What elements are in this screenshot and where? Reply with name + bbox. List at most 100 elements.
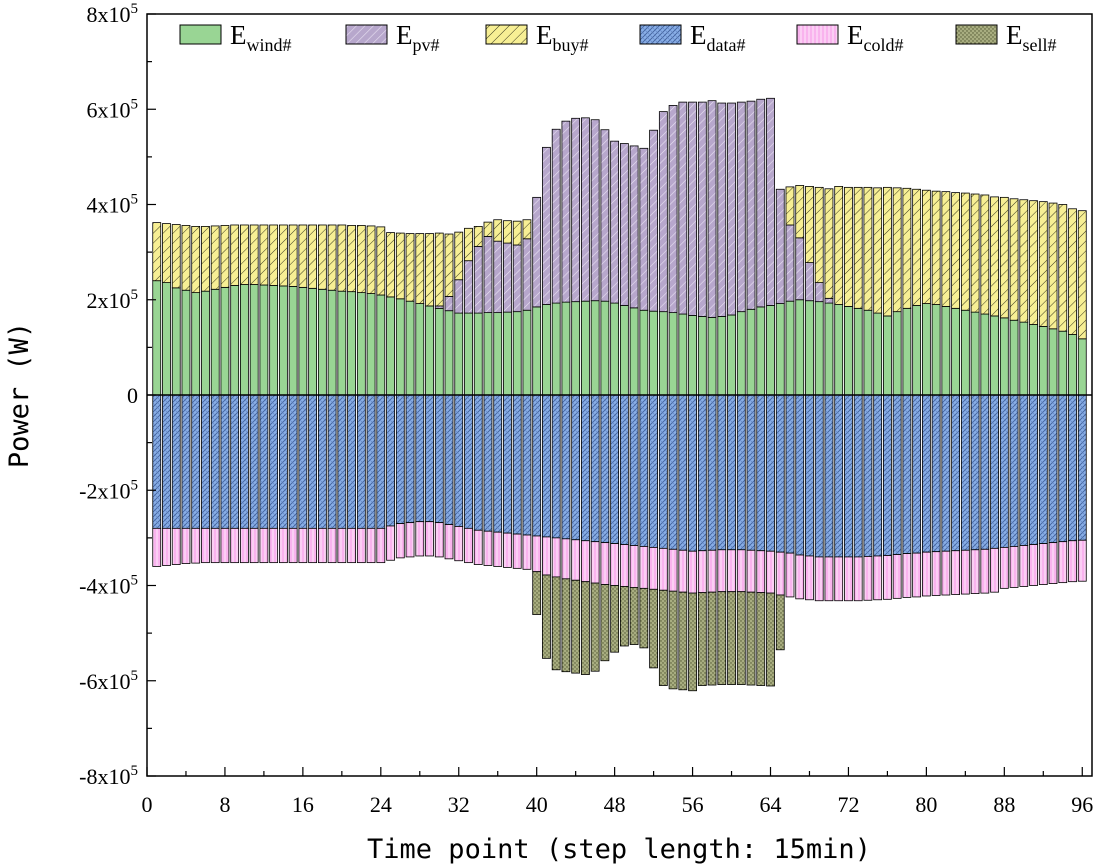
bar-sell — [542, 574, 551, 659]
bar-pv — [756, 98, 766, 308]
bar-data — [512, 394, 522, 535]
bar-data — [542, 394, 551, 538]
bar-cold — [892, 554, 902, 599]
bar-data — [883, 394, 892, 556]
bar-wind — [649, 310, 658, 396]
bar-cold — [386, 525, 395, 561]
bar-pv — [473, 246, 483, 314]
bar-pv — [522, 238, 532, 311]
bar-data — [853, 394, 863, 558]
bar-sell — [639, 587, 649, 649]
bar-buy — [795, 185, 805, 239]
bar-cold — [824, 556, 834, 602]
bar-sell — [571, 579, 581, 674]
bar-buy — [434, 232, 444, 307]
bar-data — [171, 394, 181, 529]
bar-wind — [668, 312, 678, 396]
bar-data — [658, 394, 668, 549]
bar-wind — [1068, 334, 1077, 396]
bar-pv — [766, 97, 775, 306]
bar-cold — [931, 551, 941, 596]
bar-data — [337, 394, 347, 529]
bar-cold — [512, 533, 522, 569]
bar-data — [288, 394, 298, 529]
bar-pv — [697, 101, 707, 317]
bar-sell — [590, 582, 600, 672]
bar-wind — [931, 304, 941, 396]
bar-data — [795, 394, 805, 556]
bar-wind — [162, 282, 171, 396]
bar-buy — [249, 224, 259, 285]
bar-wind — [834, 304, 844, 396]
bar-cold — [697, 550, 707, 594]
bar-data — [1038, 394, 1048, 544]
bar-pv — [668, 105, 678, 314]
bar-wind — [434, 307, 444, 396]
bar-cold — [405, 522, 415, 558]
bar-wind — [688, 315, 697, 396]
bar-cold — [240, 527, 249, 564]
bar-sell — [668, 590, 678, 690]
bar-data — [249, 394, 259, 529]
bar-wind — [1038, 326, 1048, 396]
bar-buy — [1029, 200, 1038, 325]
y-tick-label: 0 — [127, 383, 138, 408]
bar-data — [347, 394, 356, 529]
bar-data — [356, 394, 366, 529]
bar-buy — [376, 226, 386, 296]
bar-wind — [1029, 324, 1038, 396]
bar-pv — [532, 196, 542, 308]
legend-swatch-buy — [485, 24, 528, 45]
bar-cold — [688, 550, 697, 594]
bar-wind — [240, 284, 249, 396]
bar-cold — [503, 532, 512, 568]
bar-cold — [298, 527, 308, 564]
bar-cold — [1019, 545, 1029, 587]
bar-data — [610, 394, 620, 544]
bar-buy — [337, 224, 347, 292]
bar-wind — [532, 306, 542, 396]
bar-buy — [902, 187, 912, 309]
bar-data — [503, 394, 512, 534]
bar-data — [824, 394, 834, 558]
bar-wind — [970, 311, 980, 396]
bar-data — [551, 394, 561, 539]
bar-buy — [1077, 210, 1087, 340]
bar-wind — [386, 296, 395, 396]
bar-data — [210, 394, 220, 529]
bar-cold — [980, 548, 990, 594]
bar-wind — [327, 289, 337, 396]
bar-data — [844, 394, 853, 558]
bar-data — [415, 394, 425, 523]
bar-sell — [678, 591, 688, 691]
bar-wind — [395, 298, 405, 396]
bar-data — [464, 394, 473, 529]
bar-data — [317, 394, 327, 529]
bar-buy — [210, 225, 220, 290]
bar-sell — [707, 591, 717, 686]
bar-cold — [571, 539, 581, 581]
bar-data — [376, 394, 386, 529]
bar-data — [269, 394, 279, 529]
bar-buy — [395, 232, 405, 300]
bar-wind — [356, 292, 366, 396]
bar-wind — [980, 313, 990, 396]
bar-data — [960, 394, 970, 551]
bar-buy — [960, 192, 970, 311]
bar-buy — [512, 220, 522, 246]
bar-buy — [951, 192, 961, 309]
legend-label-buy: Ebuy# — [536, 20, 589, 55]
bar-sell — [697, 592, 707, 686]
bar-buy — [191, 226, 201, 294]
bar-cold — [619, 544, 629, 587]
bar-wind — [425, 305, 434, 396]
bar-wind — [483, 312, 493, 396]
bar-data — [1048, 394, 1058, 544]
bar-data — [298, 394, 308, 529]
bar-buy — [1038, 201, 1048, 327]
bar-data — [308, 394, 318, 529]
bar-wind — [473, 312, 483, 396]
legend-label-cold: Ecold# — [847, 20, 904, 55]
bar-wind — [454, 312, 464, 396]
